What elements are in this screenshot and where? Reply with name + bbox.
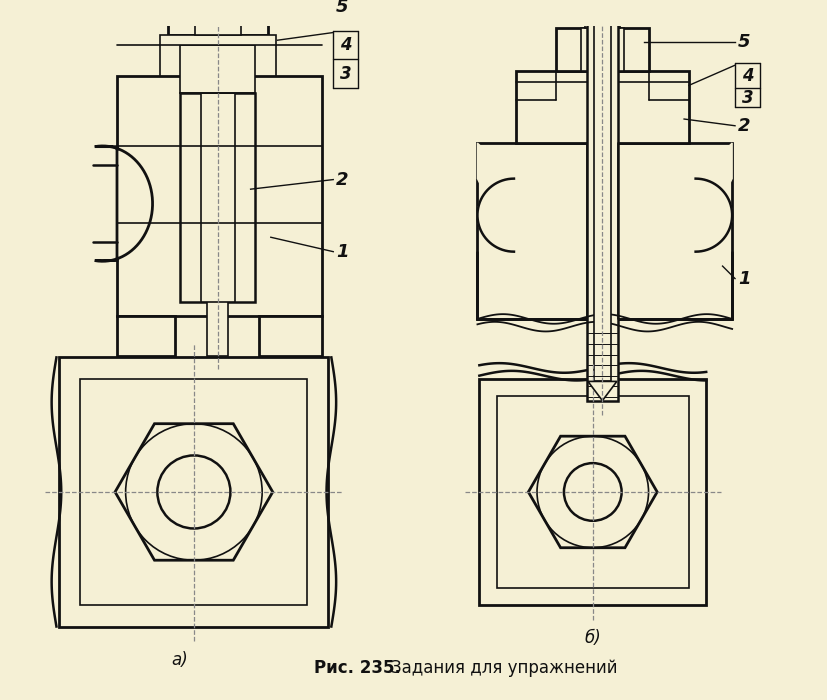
Polygon shape: [477, 143, 514, 252]
Bar: [194, 0, 241, 36]
Polygon shape: [587, 382, 616, 400]
Text: а): а): [195, 384, 212, 401]
Text: 5: 5: [737, 33, 749, 51]
Bar: [585, 4, 619, 28]
Bar: [180, 45, 255, 93]
Bar: [515, 71, 688, 143]
Bar: [168, 0, 268, 36]
Bar: [80, 379, 307, 606]
Polygon shape: [94, 146, 152, 261]
Bar: [60, 358, 328, 626]
Bar: [207, 23, 228, 356]
Text: Рис. 235.: Рис. 235.: [313, 659, 400, 678]
Text: 3: 3: [741, 89, 753, 107]
Text: 5: 5: [336, 0, 348, 15]
Circle shape: [563, 463, 621, 521]
Text: 2: 2: [336, 171, 348, 188]
Text: б): б): [584, 629, 600, 648]
Bar: [581, 28, 623, 71]
Bar: [180, 93, 255, 302]
Text: 4: 4: [340, 36, 351, 54]
Bar: [586, 4, 617, 400]
Bar: [200, 93, 235, 302]
Text: 1: 1: [336, 243, 348, 260]
Bar: [117, 76, 322, 316]
Text: 2: 2: [737, 117, 749, 135]
Bar: [259, 316, 322, 356]
Bar: [593, 4, 610, 382]
Circle shape: [157, 456, 230, 528]
Polygon shape: [695, 143, 731, 252]
Bar: [479, 379, 705, 606]
Text: 3: 3: [340, 65, 351, 83]
Polygon shape: [528, 436, 657, 547]
Bar: [477, 143, 731, 319]
Text: б): б): [593, 415, 610, 433]
Polygon shape: [115, 424, 272, 560]
Bar: [117, 316, 174, 356]
Text: а): а): [171, 650, 188, 668]
Bar: [496, 395, 688, 588]
Text: Задания для упражнений: Задания для упражнений: [390, 659, 617, 678]
Text: 4: 4: [741, 66, 753, 85]
Bar: [160, 36, 275, 45]
Bar: [556, 28, 648, 71]
Text: 1: 1: [737, 270, 749, 288]
